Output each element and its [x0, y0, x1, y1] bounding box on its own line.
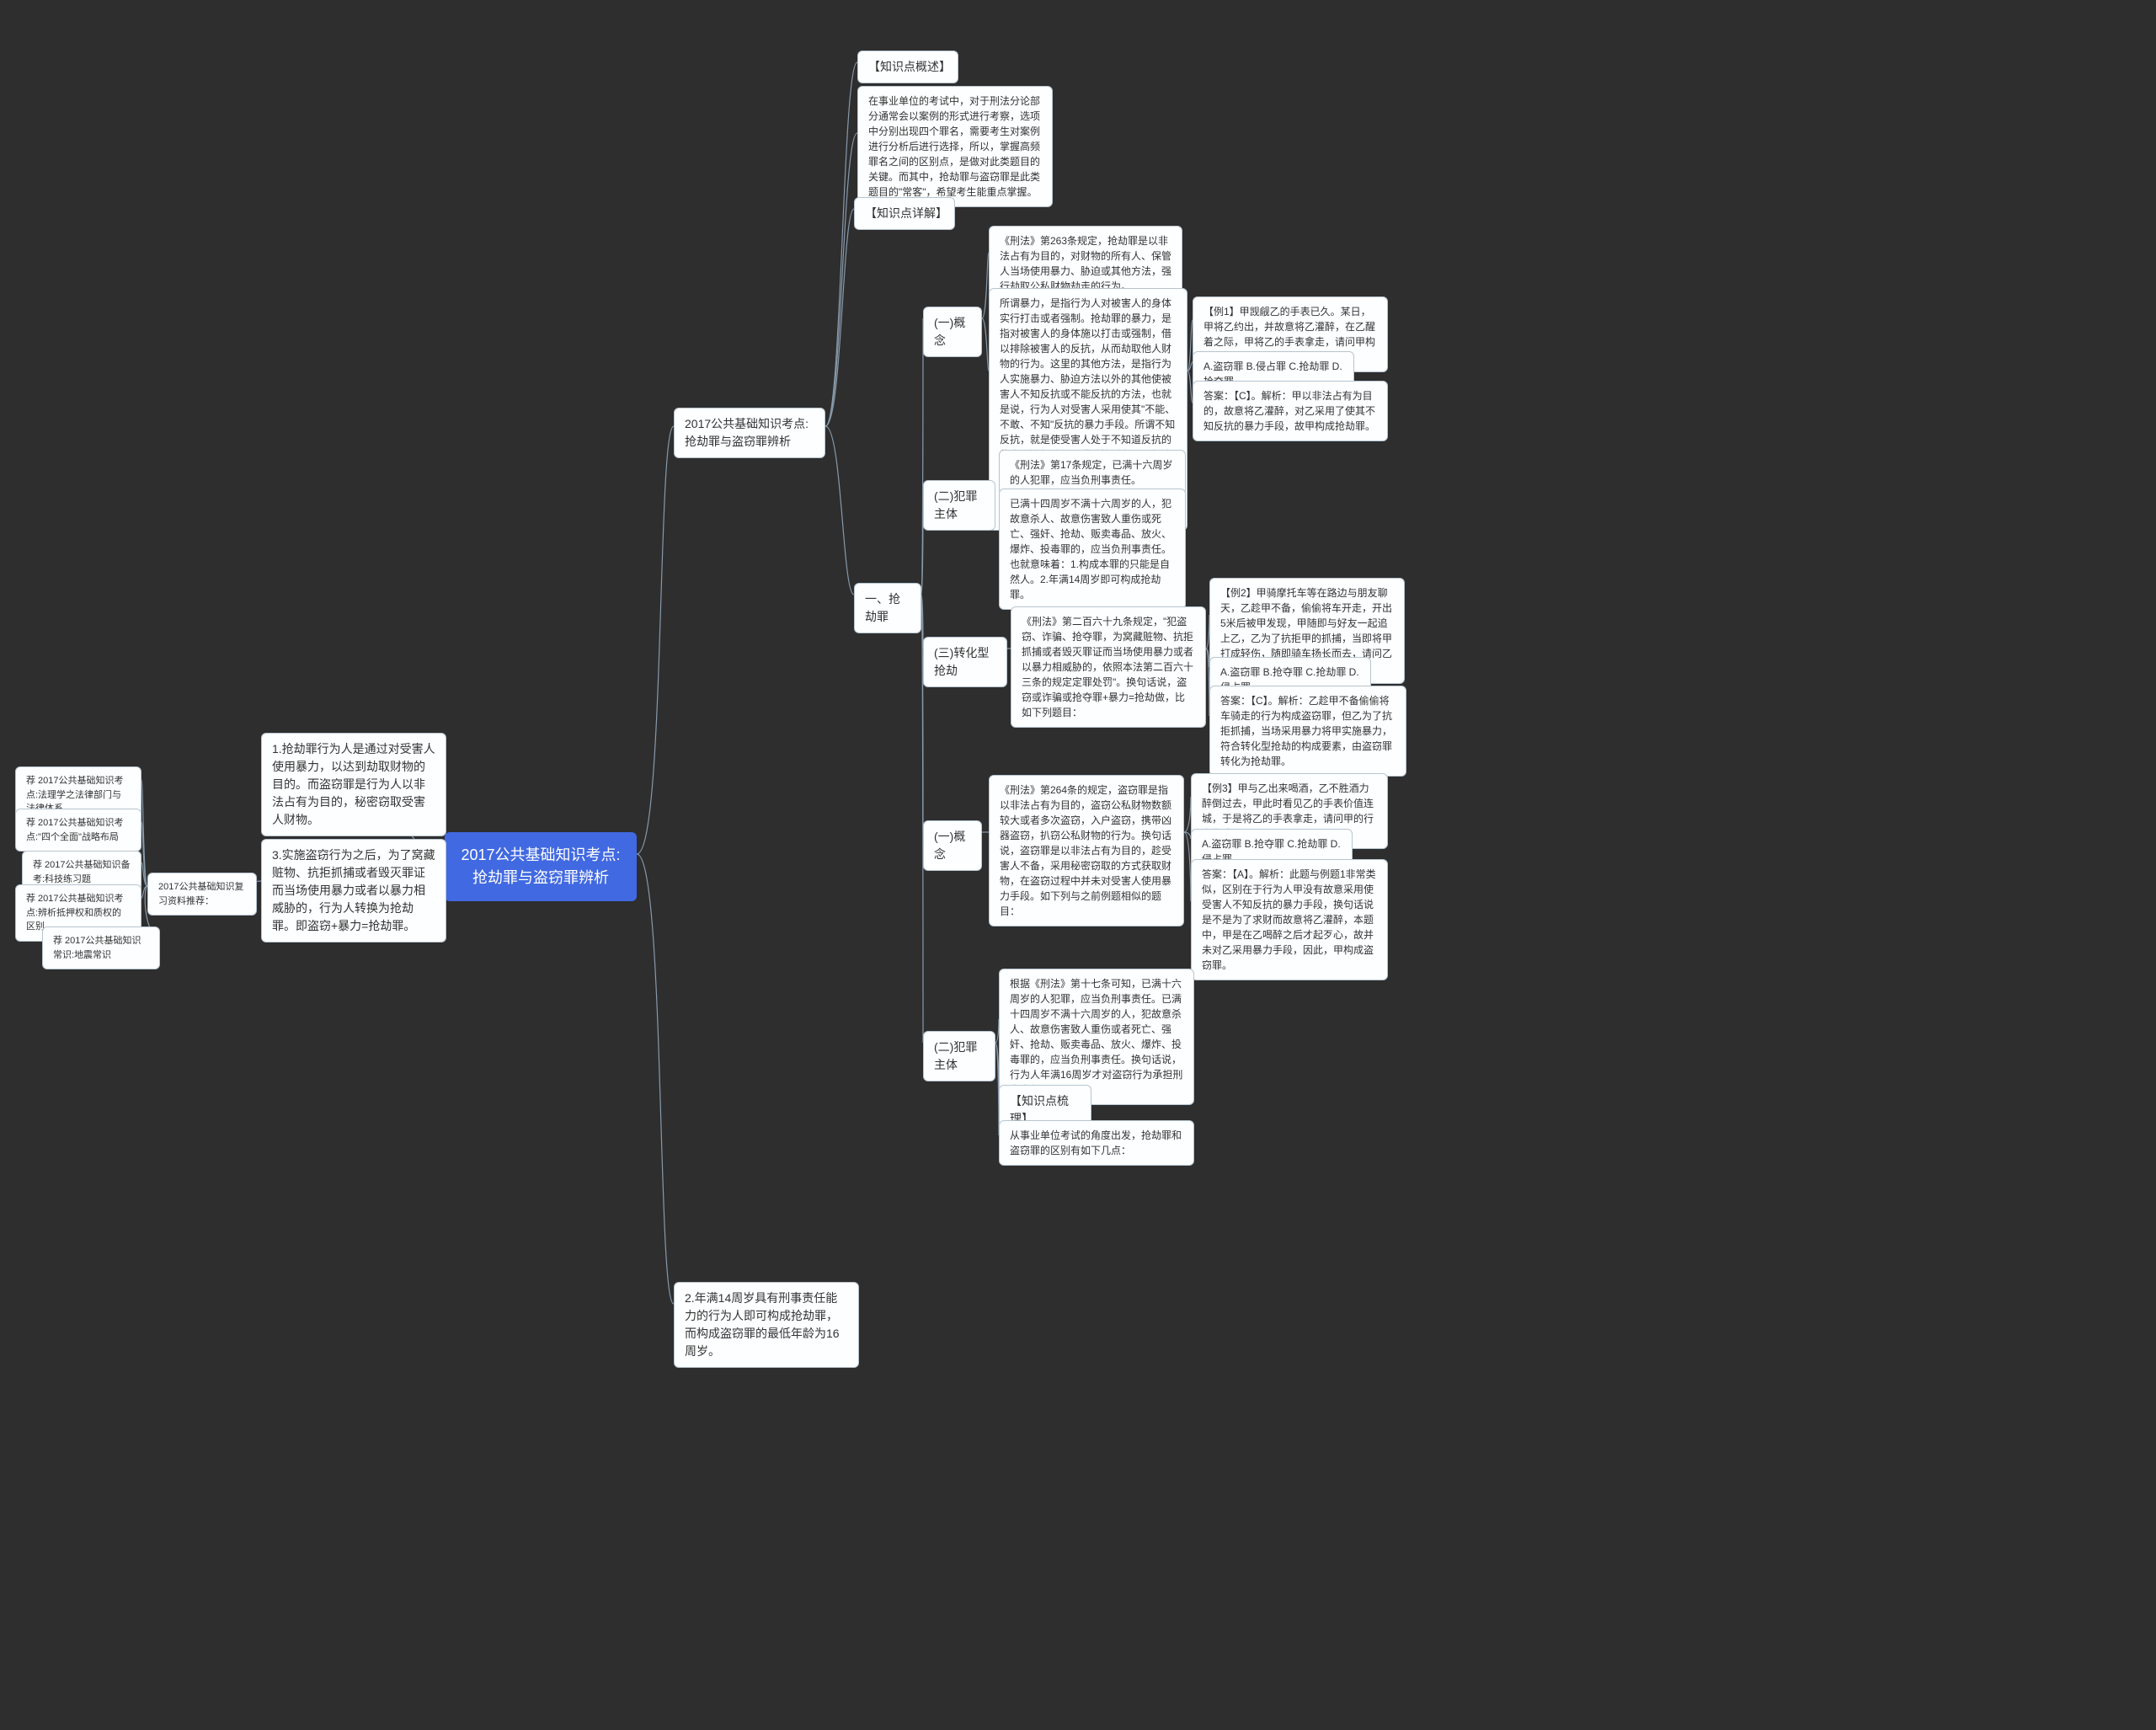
- bottom-2[interactable]: 2.年满14周岁具有刑事责任能力的行为人即可构成抢劫罪，而构成盗窃罪的最低年龄为…: [674, 1282, 859, 1368]
- text: 《刑法》第264条的规定，盗窃罪是指以非法占有为目的，盗窃公私财物数额较大或者多…: [1000, 784, 1171, 917]
- r2-s2[interactable]: 已满十四周岁不满十六周岁的人，犯故意杀人、故意伤害致人重伤或死亡、强奸、抢劫、贩…: [999, 489, 1186, 610]
- rec-item-1[interactable]: 荐 2017公共基础知识考点:"四个全面"战略布局: [15, 809, 141, 852]
- text: 荐 2017公共基础知识常识:地震常识: [53, 936, 141, 960]
- text: 已满十四周岁不满十六周岁的人，犯故意杀人、故意伤害致人重伤或死亡、强奸、抢劫、贩…: [1010, 498, 1171, 601]
- review-recommend[interactable]: 2017公共基础知识复习资料推荐：: [147, 873, 257, 916]
- left-item-3[interactable]: 3.实施盗窃行为之后，为了窝藏赃物、抗拒抓捕或者毁灭罪证而当场使用暴力或者以暴力…: [261, 839, 446, 942]
- text: 从事业单位考试的角度出发，抢劫罪和盗窃罪的区别有如下几点：: [1010, 1129, 1182, 1156]
- root-label: 2017公共基础知识考点:抢劫罪与盗窃罪辨析: [461, 846, 620, 886]
- text: 根据《刑法》第十七条可知，已满十六周岁的人犯罪，应当负刑事责任。已满十四周岁不满…: [1010, 978, 1182, 1096]
- text: 答案：【C】。解析：乙趁甲不备偷偷将车骑走的行为构成盗窃罪，但乙为了抗拒抓捕，当…: [1220, 695, 1392, 767]
- text: 3.实施盗窃行为之后，为了窝藏赃物、抗拒抓捕或者毁灭罪证而当场使用暴力或者以暴力…: [272, 848, 435, 932]
- text: 《刑法》第二百六十九条规定，"犯盗窃、诈骗、抢夺罪，为窝藏赃物、抗拒抓捕或者毁灭…: [1022, 616, 1193, 718]
- text: (二)犯罪主体: [934, 1040, 977, 1071]
- r1-concept[interactable]: (一)概念: [923, 307, 982, 357]
- root-node[interactable]: 2017公共基础知识考点:抢劫罪与盗窃罪辨析: [445, 832, 637, 901]
- r3-t1[interactable]: 《刑法》第二百六十九条规定，"犯盗窃、诈骗、抢夺罪，为窝藏赃物、抗拒抓捕或者毁灭…: [1011, 606, 1206, 728]
- text: (三)转化型抢劫: [934, 646, 989, 677]
- left-item-1[interactable]: 1.抢劫罪行为人是通过对受害人使用暴力，以达到劫取财物的目的。而盗窃罪是行为人以…: [261, 733, 446, 836]
- text: (二)犯罪主体: [934, 489, 977, 521]
- text: 2017公共基础知识复习资料推荐：: [158, 882, 243, 906]
- robbery-node[interactable]: 一、抢劫罪: [854, 583, 921, 633]
- t1-ans[interactable]: 答案：【A】。解析：此题与例题1非常类似，区别在于行为人甲没有故意采用使受害人不…: [1191, 859, 1388, 980]
- kp-overview-desc[interactable]: 在事业单位的考试中，对于刑法分论部分通常会以案例的形式进行考察，选项中分别出现四…: [857, 86, 1053, 207]
- text: 【知识点详解】: [865, 206, 947, 220]
- text: 【知识点概述】: [868, 60, 951, 73]
- text: 荐 2017公共基础知识考点:"四个全面"战略布局: [26, 818, 124, 842]
- text: 荐 2017公共基础知识备考:科技练习题: [33, 860, 131, 884]
- rec-item-4[interactable]: 荐 2017公共基础知识常识:地震常识: [42, 926, 160, 969]
- r3-ans[interactable]: 答案：【C】。解析：乙趁甲不备偷偷将车骑走的行为构成盗窃罪，但乙为了抗拒抓捕，当…: [1209, 686, 1406, 777]
- text: 《刑法》第17条规定，已满十六周岁的人犯罪，应当负刑事责任。: [1010, 459, 1172, 486]
- t1-c1[interactable]: 《刑法》第264条的规定，盗窃罪是指以非法占有为目的，盗窃公私财物数额较大或者多…: [989, 775, 1184, 926]
- topic-node[interactable]: 2017公共基础知识考点:抢劫罪与盗窃罪辨析: [674, 408, 825, 458]
- text: 《刑法》第263条规定，抢劫罪是以非法占有为目的，对财物的所有人、保管人当场使用…: [1000, 235, 1171, 292]
- text: (一)概念: [934, 830, 965, 861]
- text: (一)概念: [934, 316, 965, 347]
- text: 一、抢劫罪: [865, 592, 900, 623]
- r2-subject[interactable]: (二)犯罪主体: [923, 480, 995, 531]
- t2-s3[interactable]: 从事业单位考试的角度出发，抢劫罪和盗窃罪的区别有如下几点：: [999, 1120, 1194, 1166]
- r1-ans[interactable]: 答案：【C】。解析：甲以非法占有为目的，故意将乙灌醉，对乙采用了使其不知反抗的暴…: [1193, 381, 1388, 441]
- kp-detail[interactable]: 【知识点详解】: [854, 197, 955, 230]
- t2-subject[interactable]: (二)犯罪主体: [923, 1031, 995, 1081]
- text: 在事业单位的考试中，对于刑法分论部分通常会以案例的形式进行考察，选项中分别出现四…: [868, 95, 1040, 198]
- text: 答案：【C】。解析：甲以非法占有为目的，故意将乙灌醉，对乙采用了使其不知反抗的暴…: [1203, 390, 1375, 432]
- r3-trans[interactable]: (三)转化型抢劫: [923, 637, 1007, 687]
- text: 1.抢劫罪行为人是通过对受害人使用暴力，以达到劫取财物的目的。而盗窃罪是行为人以…: [272, 742, 435, 826]
- kp-overview[interactable]: 【知识点概述】: [857, 51, 958, 83]
- text: 答案：【A】。解析：此题与例题1非常类似，区别在于行为人甲没有故意采用使受害人不…: [1202, 868, 1376, 971]
- t1-concept[interactable]: (一)概念: [923, 820, 982, 871]
- text: 2.年满14周岁具有刑事责任能力的行为人即可构成抢劫罪，而构成盗窃罪的最低年龄为…: [685, 1291, 840, 1358]
- text: 2017公共基础知识考点:抢劫罪与盗窃罪辨析: [685, 417, 808, 448]
